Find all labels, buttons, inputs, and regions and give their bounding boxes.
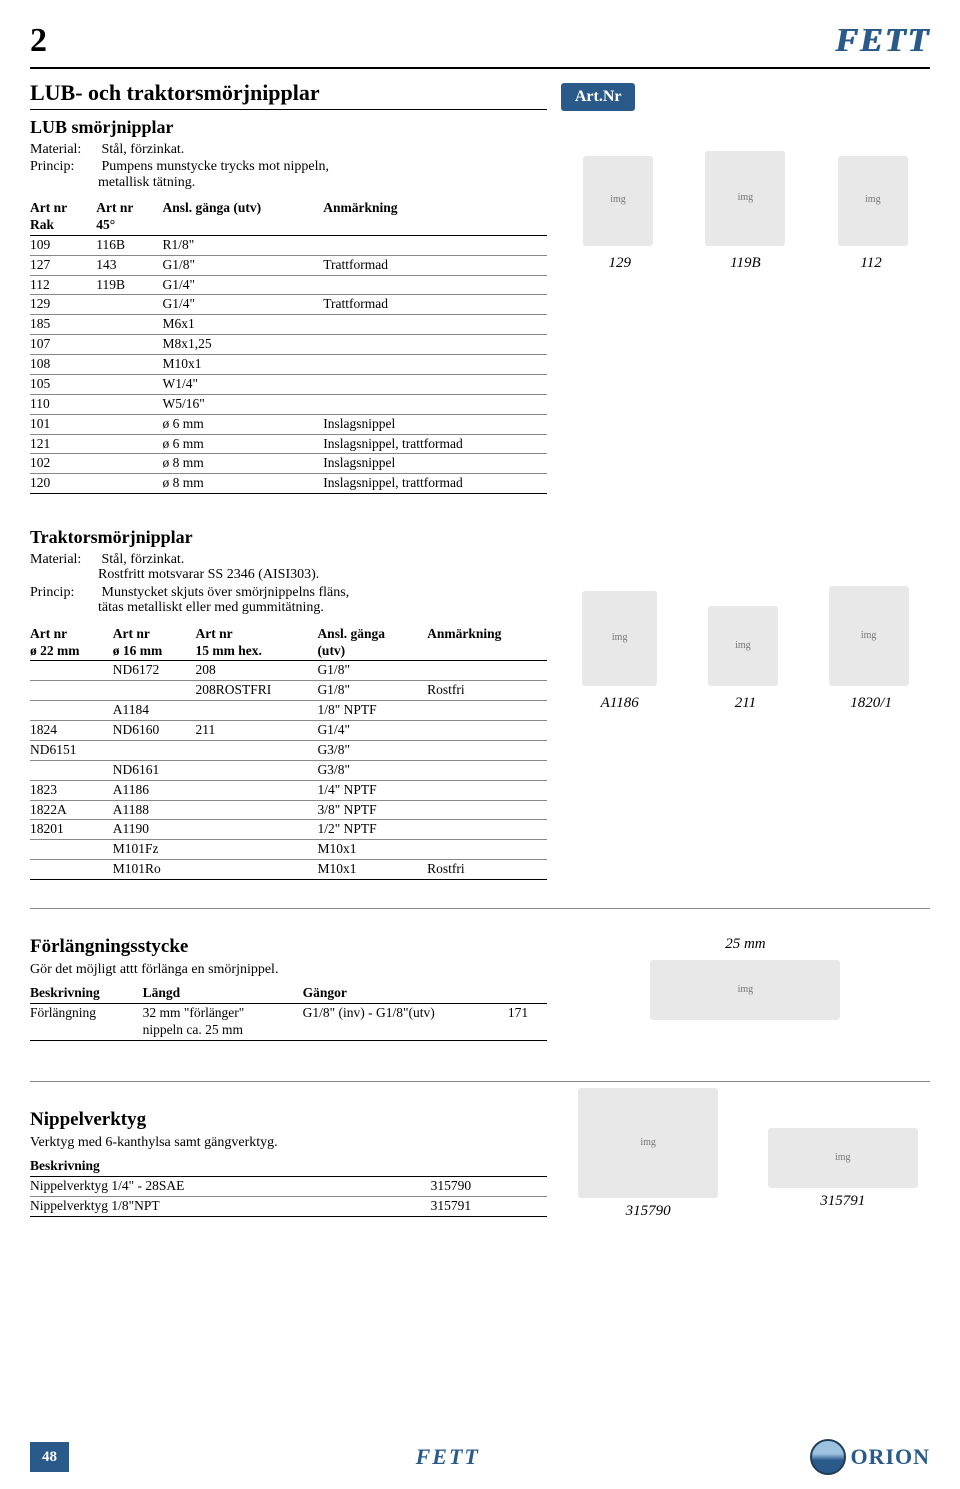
th-c1: Art nr ø 22 mm	[30, 625, 113, 661]
material-label: Material:	[30, 551, 98, 569]
product-image: img	[582, 591, 657, 686]
section4-subtitle: Verktyg med 6-kanthylsa samt gängverktyg…	[30, 1134, 547, 1152]
th-c1: Beskrivning	[30, 1157, 431, 1176]
th-c2: Längd	[143, 984, 303, 1003]
th-c1: Beskrivning	[30, 984, 143, 1003]
table-row: 108M10x1	[30, 355, 547, 375]
caption: A1186	[561, 694, 679, 713]
table-row: 185M6x1	[30, 315, 547, 335]
material-line: Material: Stål, förzinkat.	[30, 141, 547, 159]
footer-page-number: 48	[30, 1442, 69, 1473]
artnr-badge: Art.Nr	[561, 83, 636, 111]
table-row: 101ø 6 mmInslagsnippel	[30, 414, 547, 434]
section3-subtitle: Gör det möjligt attt förlänga en smörjni…	[30, 961, 547, 979]
table-row: 129G1/4"Trattformad	[30, 295, 547, 315]
product-image: img	[583, 156, 653, 246]
brand-top: FETT	[835, 20, 930, 63]
product-image: img	[829, 586, 909, 686]
table-row: ND6151G3/8"	[30, 740, 547, 760]
section1-title: LUB- och traktorsmörjnipplar	[30, 79, 547, 111]
table-row: 107M8x1,25	[30, 335, 547, 355]
caption: 112	[812, 254, 930, 273]
table-row: 1822AA11883/8" NPTF	[30, 800, 547, 820]
table-row: 1824ND6160211G1/4"	[30, 721, 547, 741]
product-image: img	[838, 156, 908, 246]
lub-table: Art nr Rak Art nr 45° Ansl. gänga (utv) …	[30, 199, 547, 494]
material-value: Stål, förzinkat.	[102, 552, 185, 567]
page-footer: 48 FETT ORION	[0, 1439, 960, 1475]
table-row: Nippelverktyg 1/8"NPT315791	[30, 1196, 547, 1216]
product-image: img	[578, 1088, 718, 1198]
section1-subtitle: LUB smörjnipplar	[30, 116, 547, 139]
section3-caption: 25 mm	[561, 935, 930, 954]
footer-logo: ORION	[810, 1439, 930, 1475]
th-c2: Art nr 45°	[96, 199, 162, 235]
th-c1: Art nr Rak	[30, 199, 96, 235]
section4-title: Nippelverktyg	[30, 1108, 547, 1132]
caption: 1820/1	[812, 694, 930, 713]
table-row: 105W1/4"	[30, 374, 547, 394]
section2-subtitle: Traktorsmörjnipplar	[30, 526, 547, 549]
caption: 119B	[687, 254, 805, 273]
table-row: 110W5/16"	[30, 394, 547, 414]
princip-label: Princip:	[30, 584, 98, 602]
table-row: 208ROSTFRIG1/8"Rostfri	[30, 681, 547, 701]
product-image: img	[708, 606, 778, 686]
th-c4: Anmärkning	[323, 199, 547, 235]
th-c4	[508, 984, 547, 1003]
caption: 315790	[561, 1202, 736, 1221]
th-c2	[431, 1157, 547, 1176]
product-image: img	[705, 151, 785, 246]
traktor-table: Art nr ø 22 mm Art nr ø 16 mm Art nr 15 …	[30, 625, 547, 880]
table-row: ND6161G3/8"	[30, 760, 547, 780]
table-row: M101FzM10x1	[30, 840, 547, 860]
th-c3: Ansl. gänga (utv)	[163, 199, 324, 235]
section3-title: Förlängningsstycke	[30, 935, 547, 959]
table-row: Nippelverktyg 1/4" - 28SAE315790	[30, 1177, 547, 1197]
artnr-badge-wrap: Art.Nr	[561, 83, 930, 111]
princip-line2: metallisk tätning.	[30, 174, 547, 192]
product-image: img	[650, 960, 840, 1020]
forlang-table: Beskrivning Längd Gängor Förlängning 32 …	[30, 984, 547, 1041]
footer-brand: FETT	[85, 1443, 810, 1471]
table-row: 109116BR1/8"	[30, 235, 547, 255]
th-c3: Gängor	[303, 984, 508, 1003]
product-image: img	[768, 1128, 918, 1188]
section2-captions: A1186 211 1820/1	[561, 694, 930, 713]
section1-captions: 129 119B 112	[561, 254, 930, 273]
princip-value: Pumpens munstycke trycks mot nippeln,	[102, 159, 329, 174]
table-row: 120ø 8 mmInslagsnippel, trattformad	[30, 474, 547, 494]
section4-images: img 315790 img 315791	[561, 1088, 930, 1221]
table-row: 127143G1/8"Trattformad	[30, 255, 547, 275]
material-value2: Rostfritt motsvarar SS 2346 (AISI303).	[30, 566, 547, 584]
th-c2: Art nr ø 16 mm	[113, 625, 196, 661]
section1-images: img img img	[561, 151, 930, 246]
material-label: Material:	[30, 141, 98, 159]
table-row: 121ø 6 mmInslagsnippel, trattformad	[30, 434, 547, 454]
section2-images: img img img	[561, 586, 930, 686]
table-row: 1823A11861/4" NPTF	[30, 780, 547, 800]
table-row: ND6172208G1/8"	[30, 661, 547, 681]
nippel-table: Beskrivning Nippelverktyg 1/4" - 28SAE31…	[30, 1157, 547, 1217]
th-c3: Art nr 15 mm hex.	[196, 625, 318, 661]
caption: 211	[687, 694, 805, 713]
footer-logo-text: ORION	[850, 1443, 930, 1471]
globe-icon	[810, 1439, 846, 1475]
caption: 315791	[755, 1192, 930, 1211]
princip-value: Munstycket skjuts över smörjnippelns flä…	[102, 585, 350, 600]
page-header: 2 FETT	[30, 20, 930, 69]
page-number-top: 2	[30, 20, 47, 63]
table-row: A11841/8" NPTF	[30, 701, 547, 721]
caption: 129	[561, 254, 679, 273]
princip-value2: tätas metalliskt eller med gummitätning.	[30, 599, 547, 617]
table-row: Förlängning 32 mm "förlänger" nippeln ca…	[30, 1004, 547, 1041]
th-c4: Ansl. gänga (utv)	[317, 625, 427, 661]
material-value: Stål, förzinkat.	[102, 142, 185, 157]
table-row: M101RoM10x1Rostfri	[30, 860, 547, 880]
th-c5: Anmärkning	[427, 625, 547, 661]
table-row: 102ø 8 mmInslagsnippel	[30, 454, 547, 474]
table-row: 112119BG1/4"	[30, 275, 547, 295]
princip-label: Princip:	[30, 158, 98, 176]
table-row: 18201A11901/2" NPTF	[30, 820, 547, 840]
